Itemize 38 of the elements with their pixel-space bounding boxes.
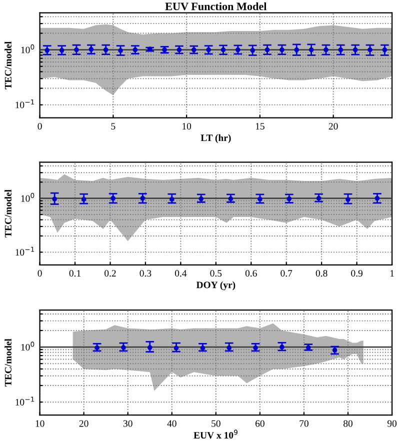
x-tick-label: 60: [256, 420, 264, 427]
y-axis-title: TEC/model: [4, 41, 12, 90]
y-tick-label: 10$^{0}$: [21, 192, 34, 202]
x-tick-label: 20: [328, 122, 338, 130]
x-tick-label: 0.3: [140, 270, 152, 277]
x-tick-label: 0.4: [174, 270, 187, 277]
x-tick-label: 80: [344, 420, 352, 427]
x-tick-label: 0: [38, 270, 42, 277]
x-axis-title: LT (hr): [200, 134, 231, 144]
x-tick-label: 15: [256, 123, 264, 130]
x-tick-label: 50: [212, 420, 220, 427]
x-axis-title: DOY (yr): [196, 281, 236, 290]
x-tick-label: 0.5: [210, 270, 222, 277]
y-axis-title: TEC/model: [4, 338, 12, 386]
x-tick-label: 0.2: [104, 270, 116, 277]
x-tick-label: 0.8: [316, 270, 328, 277]
x-tick-label: 1: [390, 270, 394, 277]
y-tick-label: 10$^{0}$: [21, 44, 34, 54]
y-tick-label: 10$^{0}$: [21, 342, 34, 351]
x-tick-label: 40: [167, 420, 176, 427]
x-tick-label: 70: [300, 420, 308, 427]
chart-title: EUV Function Model: [165, 2, 267, 10]
x-tick-label: 0.7: [280, 270, 292, 277]
x-tick-label: 10: [182, 122, 192, 130]
x-tick-label: 0.9: [351, 270, 362, 277]
x-tick-label: 0.1: [69, 270, 81, 277]
x-tick-label: 20: [79, 420, 88, 427]
y-axis-title: TEC/model: [4, 190, 12, 238]
x-tick-label: 10: [36, 420, 44, 427]
x-tick-label: 30: [123, 420, 132, 427]
y-tick-label: 10$^{−1}$: [16, 396, 34, 406]
x-axis-title: EUV x 10$^{9}$: [194, 430, 238, 439]
y-tick-label: 10$^{−1}$: [16, 99, 34, 108]
x-tick-label: 0: [38, 122, 42, 130]
x-tick-label: 5: [111, 123, 116, 130]
x-tick-label: 90: [387, 420, 397, 427]
x-tick-label: 0.6: [245, 270, 257, 277]
y-tick-label: 10$^{−1}$: [16, 246, 34, 256]
